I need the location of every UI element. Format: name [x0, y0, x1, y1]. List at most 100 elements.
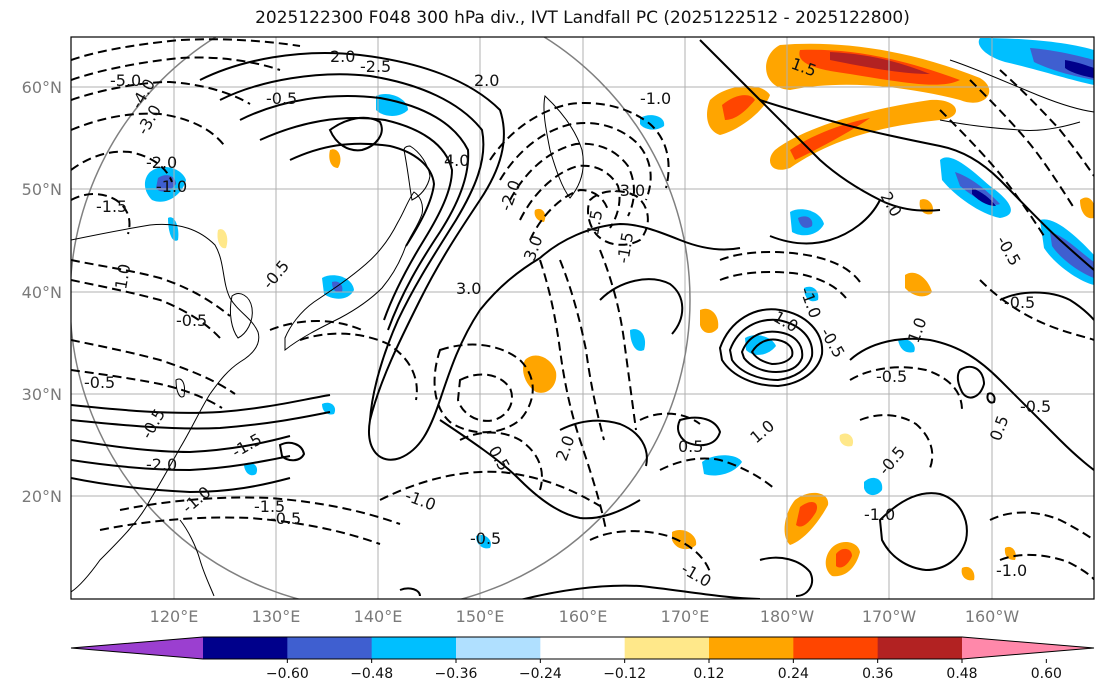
colorbar-tick-label: 0.36 [862, 666, 893, 682]
colorbar-segment [624, 637, 710, 659]
colorbar-segment [877, 637, 963, 659]
contour-label: -2.5 [360, 57, 391, 76]
colorbar-tick-label: 0.60 [1031, 666, 1062, 682]
colorbar: −0.60 −0.48 −0.36 −0.24 −0.12 0.12 0.24 0.36 0.4… [70, 636, 1095, 682]
negative-shading-blob-18 [898, 338, 915, 353]
longitude-labels: 120°E 130°E 140°E 150°E 160°E 170°E 180°… [150, 607, 1020, 626]
colorbar-tick-label: −0.60 [266, 666, 309, 682]
colorbar-extend-high [962, 637, 1094, 659]
colorbar-segment [793, 637, 879, 659]
lon-label: 130°E [252, 607, 301, 626]
contour-label: -1.5 [96, 197, 127, 216]
contour-label: -5.0 [110, 71, 141, 90]
contour-label: -2.0 [146, 455, 177, 474]
contour-label: -0.5 [84, 373, 115, 392]
lon-label: 160°E [559, 607, 608, 626]
negative-shading-blob-2 [168, 217, 179, 241]
colorbar-extend-low [71, 637, 203, 659]
lon-label: 140°E [354, 607, 403, 626]
contour-label: 1.5 [583, 208, 606, 236]
contour-label: -1.0 [156, 177, 187, 196]
contours-positive [71, 39, 1094, 599]
negative-shading-blob-15 [244, 462, 258, 476]
contour-label: 2.0 [330, 47, 355, 66]
positive-shading-blob-15 [329, 149, 341, 168]
contour-label: 4.0 [444, 151, 469, 170]
colorbar-tick-label: −0.12 [603, 666, 646, 682]
map-content [71, 37, 1094, 599]
positive-shading-band-mid [770, 99, 957, 170]
positive-shading-core-dark [830, 52, 930, 74]
lat-label: 50°N [22, 180, 62, 199]
contour-label: -0.5 [266, 89, 297, 108]
colorbar-tick-label: −0.36 [435, 666, 478, 682]
colorbar-segment [540, 637, 626, 659]
colorbar-segment [203, 637, 288, 659]
coastline-taiwan [175, 378, 185, 398]
lon-label: 160°W [965, 607, 1020, 626]
contour-label: -1.0 [996, 561, 1027, 580]
negative-shading-blob-12 [864, 477, 883, 496]
contour-label: 2.0 [474, 71, 499, 90]
positive-shading-blob-3-core [836, 548, 852, 568]
positive-shading-blob-6 [905, 272, 932, 297]
coastline-korea [229, 293, 253, 339]
positive-shading-blob-5 [700, 308, 719, 334]
negative-shading-blob-8-core [1050, 232, 1094, 278]
negative-shading-blob-5-core [798, 216, 813, 228]
coastline-aleutians [939, 119, 1081, 131]
colorbar-tick-label: −0.48 [350, 666, 393, 682]
positive-shading-blob-7 [1080, 197, 1094, 219]
coastlines [71, 59, 1094, 597]
negative-shading-blob-10 [640, 115, 665, 130]
lat-label: 30°N [22, 385, 62, 404]
positive-shading-blob-8 [672, 529, 697, 550]
colorbar-segment [287, 637, 373, 659]
positive-shading-blob-13 [839, 433, 854, 447]
positive-shading-blob-9 [217, 229, 228, 249]
contour-label: -0.5 [470, 529, 501, 548]
contour-label: -0.5 [1004, 293, 1035, 312]
lon-label: 180°W [760, 607, 815, 626]
coastline-mainland-asia [71, 223, 260, 593]
contour-label: -1.0 [864, 505, 895, 524]
negative-shading-blob-7-core [955, 172, 1000, 205]
colorbar-outline [70, 636, 1095, 660]
colorbar-segment [371, 637, 457, 659]
contour-label: 3.0 [456, 279, 481, 298]
contour-label: 0.5 [678, 437, 703, 456]
map-title: 2025122300 F048 300 hPa div., IVT Landfa… [255, 8, 910, 28]
lon-label: 120°E [150, 607, 199, 626]
graticule [71, 37, 1094, 599]
positive-shading-blob-1-core [722, 95, 755, 120]
positive-shading-blob-2-core [796, 501, 818, 527]
negative-shading-blob-16 [322, 402, 336, 415]
colorbar-tick-label: 0.12 [693, 666, 724, 682]
contour-label: -0.5 [270, 509, 301, 528]
colorbar-tick-label: −0.24 [519, 666, 562, 682]
contour-label: -0.5 [876, 367, 907, 386]
contours-negative [71, 38, 1094, 581]
coastline-kamchatka [543, 95, 584, 199]
landfall-region-circle [71, 37, 691, 599]
positive-shading-blob-4 [523, 355, 557, 393]
lon-label: 170°W [862, 607, 917, 626]
contour-label: 1.0 [111, 262, 134, 290]
coastline-philippines [179, 519, 215, 597]
positive-shading-blob-11 [961, 566, 975, 581]
negative-shading-blob-13 [804, 286, 819, 302]
positive-shading-blob-14 [534, 208, 546, 222]
lat-label: 20°N [22, 487, 62, 506]
colorbar-tick-label: 0.24 [778, 666, 809, 682]
lat-label: 60°N [22, 78, 62, 97]
contour-label: -1.0 [640, 89, 671, 108]
coastline-hokkaido-sakhalin [403, 145, 431, 201]
lon-label: 170°E [661, 607, 710, 626]
negative-shading-blob-11 [702, 455, 742, 476]
contour-label: -3.0 [614, 181, 645, 200]
coastline-alaska [949, 59, 1094, 113]
shaded-field [144, 38, 1094, 581]
colorbar-tick-label: 0.48 [946, 666, 977, 682]
latitude-labels: 20°N 30°N 40°N 50°N 60°N [22, 78, 62, 506]
